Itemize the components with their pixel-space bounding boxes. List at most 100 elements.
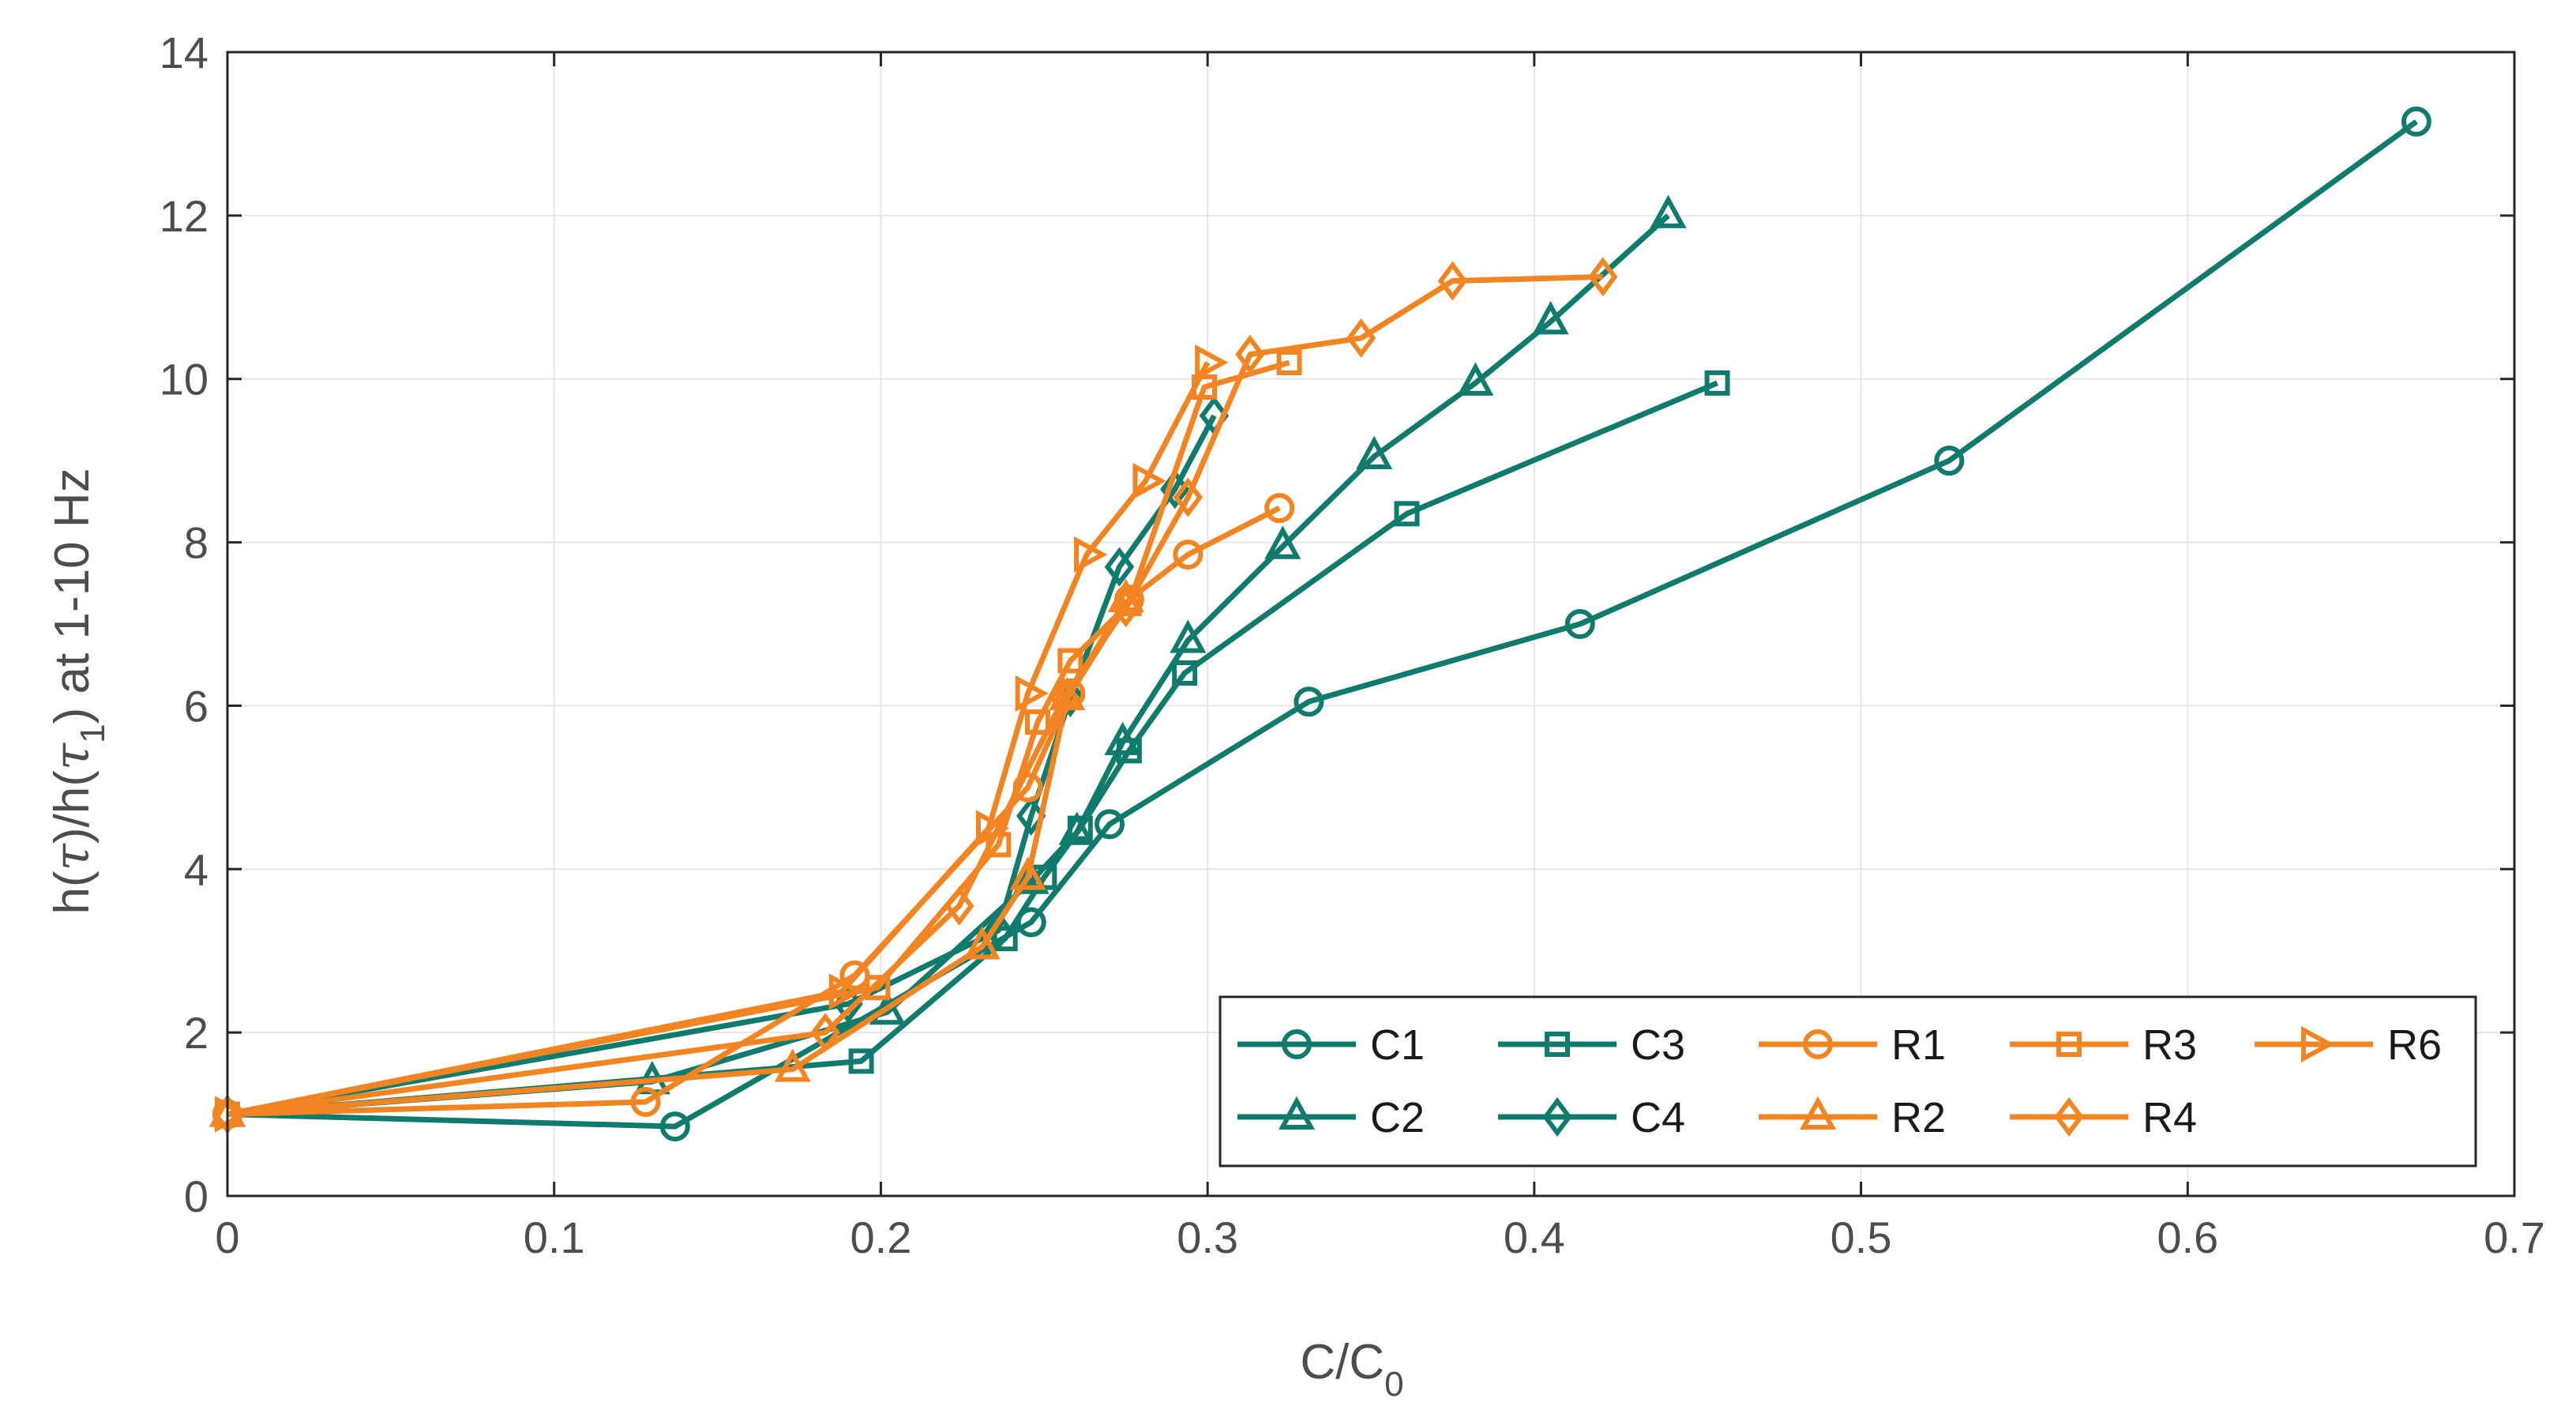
data-point-r2 — [774, 1048, 811, 1082]
legend-marker — [2301, 1025, 2335, 1063]
data-point-c1 — [1294, 686, 1324, 717]
y-axis-label-part: ) at 1-10 Hz — [45, 468, 100, 724]
data-point-r6 — [1015, 675, 1049, 712]
data-point-c1 — [1095, 809, 1125, 840]
legend-label: R3 — [2142, 1021, 2197, 1069]
data-point-c3 — [1394, 501, 1420, 527]
series-line-r4 — [227, 273, 1603, 1118]
y-axis-label-tau: τ — [43, 842, 100, 870]
data-point-r2 — [963, 926, 1001, 960]
y-tick-label: 2 — [184, 1008, 208, 1058]
plot-frame — [226, 51, 2516, 1198]
series-line-c1 — [227, 119, 2418, 1130]
x-tick-label: 0.6 — [2157, 1213, 2218, 1262]
legend-item-r6: R6 — [2255, 1021, 2442, 1069]
data-point-r4 — [1437, 261, 1468, 301]
x-axis-label-text: C/C — [1300, 1335, 1384, 1389]
data-point-c3 — [1067, 815, 1093, 841]
data-point-c3 — [1704, 370, 1730, 396]
data-point-r4 — [1235, 334, 1265, 374]
x-tick-label: 0.7 — [2484, 1213, 2545, 1262]
data-point-r3 — [1276, 350, 1302, 376]
data-point-c3 — [1172, 660, 1198, 686]
data-point-r4 — [810, 1013, 840, 1053]
legend-box — [1219, 995, 2477, 1167]
data-point-r4 — [1049, 678, 1079, 718]
data-point-r4 — [1173, 477, 1204, 517]
data-point-c3 — [1031, 864, 1057, 890]
data-point-c2 — [1532, 301, 1569, 335]
x-axis-label-subscript: 0 — [1384, 1365, 1403, 1404]
data-point-c4 — [1016, 796, 1046, 837]
series-r6 — [215, 344, 1229, 1133]
y-tick-label: 14 — [160, 28, 208, 77]
x-axis-label: C/C0 — [1300, 1335, 1403, 1404]
data-point-c2 — [1264, 525, 1301, 559]
legend-item-c2: C2 — [1237, 1094, 1425, 1141]
data-point-r4 — [1346, 318, 1376, 358]
legend-marker — [1282, 1029, 1312, 1059]
legend-marker — [1803, 1029, 1833, 1059]
legend-label: C2 — [1370, 1094, 1425, 1141]
data-point-r4 — [1110, 588, 1141, 628]
data-point-c4 — [1160, 469, 1190, 509]
data-point-r6 — [1195, 344, 1229, 382]
x-tick-label: 0.2 — [850, 1213, 911, 1262]
data-point-c1 — [659, 1111, 690, 1142]
data-point-r6 — [975, 810, 1010, 847]
axes — [226, 51, 2516, 1198]
legend-label: R2 — [1891, 1094, 1946, 1141]
legend-marker — [1799, 1096, 1837, 1130]
y-tick-label: 12 — [160, 191, 208, 241]
legend-item-c3: C3 — [1498, 1021, 1685, 1069]
data-point-c3 — [848, 1048, 874, 1074]
legend-item-r2: R2 — [1759, 1094, 1946, 1141]
data-point-c4 — [983, 910, 1014, 950]
y-tick-label: 8 — [184, 518, 208, 568]
y-tick-label: 0 — [184, 1171, 208, 1221]
legend-marker — [1278, 1096, 1316, 1130]
legend-item-r1: R1 — [1759, 1021, 1946, 1069]
legend-label: R1 — [1891, 1021, 1946, 1069]
data-point-r6 — [1132, 462, 1166, 500]
legend-marker — [1545, 1032, 1570, 1057]
legend: C1 C3 R1 R3 R6 C2 C4 R2 R4 — [1219, 995, 2477, 1167]
legend-label: R4 — [2142, 1094, 2197, 1141]
y-axis-label-part: )/h( — [45, 770, 100, 844]
data-point-c3 — [1116, 738, 1142, 764]
tick-labels: 0 0.1 0.2 0.3 0.4 0.5 0.6 0.7 0 2 4 6 8 10 12 14 — [160, 28, 2545, 1262]
legend-item-c1: C1 — [1237, 1021, 1425, 1069]
legend-label: C4 — [1631, 1094, 1685, 1141]
legend-marker — [2054, 1097, 2084, 1137]
y-tick-label: 4 — [184, 844, 208, 894]
y-tick-label: 6 — [184, 681, 208, 731]
x-tick-label: 0.4 — [1504, 1213, 1565, 1262]
legend-label: C3 — [1631, 1021, 1685, 1069]
data-point-r4 — [944, 885, 974, 926]
legend-label: C1 — [1370, 1021, 1425, 1069]
data-point-c2 — [1457, 362, 1494, 396]
y-tick-label: 10 — [160, 355, 208, 404]
y-axis-label-tau: τ — [43, 742, 100, 770]
data-point-r1 — [1173, 540, 1204, 570]
data-point-c1 — [1934, 446, 1965, 476]
x-tick-label: 0.1 — [524, 1213, 585, 1262]
data-point-r6 — [215, 1096, 249, 1133]
data-point-r2 — [1009, 856, 1046, 890]
y-axis-label-subscript: 1 — [73, 724, 112, 743]
x-tick-label: 0 — [215, 1213, 239, 1262]
series-line-r6 — [227, 361, 1211, 1118]
legend-label: R6 — [2387, 1021, 2442, 1069]
data-point-c1 — [2401, 106, 2431, 137]
series-layer — [208, 106, 2431, 1142]
data-point-c2 — [1650, 194, 1687, 228]
legend-marker — [1542, 1097, 1572, 1137]
series-line-c3 — [227, 380, 1718, 1118]
data-point-r4 — [1587, 257, 1618, 297]
x-tick-label: 0.3 — [1177, 1213, 1238, 1262]
legend-item-r3: R3 — [2010, 1021, 2197, 1069]
legend-item-c4: C4 — [1498, 1094, 1685, 1141]
data-point-c4 — [1104, 547, 1135, 587]
data-point-c2 — [1170, 619, 1207, 653]
